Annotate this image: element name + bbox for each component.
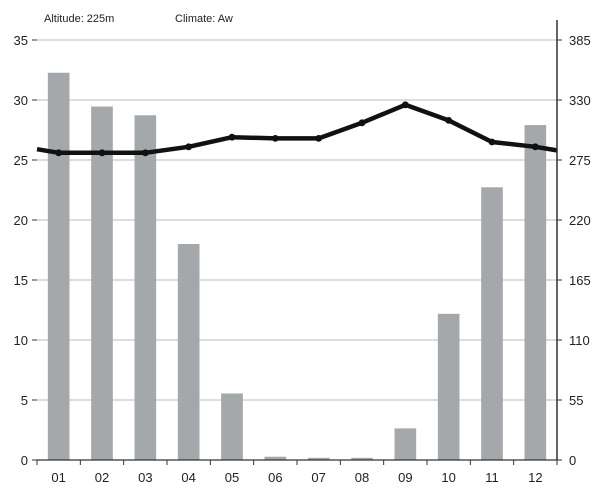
left-tick-label: 20 (14, 213, 28, 228)
temp-point-05 (228, 133, 236, 141)
temp-point-09 (401, 101, 409, 109)
precip-bar-02 (91, 106, 113, 460)
left-tick-label: 35 (14, 33, 28, 48)
x-tick-label: 09 (398, 470, 412, 485)
precip-bar-08 (351, 457, 373, 460)
temp-point-08 (358, 119, 366, 127)
x-tick-label: 03 (138, 470, 152, 485)
x-tick-label: 02 (95, 470, 109, 485)
right-tick-label: 275 (569, 153, 591, 168)
precip-bar-06 (264, 456, 287, 460)
precipitation-bars (47, 72, 547, 461)
x-tick-label: 04 (181, 470, 195, 485)
precip-bar-05 (221, 393, 243, 460)
precip-bar-11 (481, 187, 503, 461)
right-tick-label: 55 (569, 393, 583, 408)
temp-point-02 (98, 149, 106, 157)
temp-point-10 (445, 117, 453, 124)
right-axis-ticks: 0 55 110 165 220 275 330 385 (557, 33, 591, 468)
temp-point-04 (185, 143, 193, 151)
x-tick-label: 07 (311, 470, 325, 485)
x-tick-label: 06 (268, 470, 282, 485)
temp-point-11 (488, 138, 496, 146)
precip-bar-01 (47, 72, 70, 461)
left-tick-label: 0 (21, 453, 28, 468)
x-tick-label: 12 (528, 470, 542, 485)
temp-point-12 (531, 143, 539, 151)
left-tick-label: 10 (14, 333, 28, 348)
altitude-label: Altitude: 225m (44, 13, 114, 25)
left-tick-label: 5 (21, 393, 28, 408)
left-tick-label: 25 (14, 153, 28, 168)
precip-bar-10 (437, 313, 460, 460)
x-tick-label: 05 (225, 470, 239, 485)
precip-bar-12 (524, 125, 547, 460)
precip-bar-04 (177, 244, 200, 460)
left-tick-label: 15 (14, 273, 28, 288)
x-tick-label: 10 (441, 470, 455, 485)
right-tick-label: 385 (569, 33, 591, 48)
gridlines (37, 39, 557, 401)
right-tick-label: 0 (569, 453, 576, 468)
precip-bar-09 (394, 428, 417, 460)
left-tick-label: 30 (14, 93, 28, 108)
right-tick-label: 220 (569, 213, 591, 228)
right-tick-label: 110 (569, 333, 590, 348)
axes (37, 20, 558, 461)
temp-point-03 (141, 149, 149, 157)
right-tick-label: 165 (569, 273, 591, 288)
x-tick-label: 11 (485, 470, 499, 485)
temp-point-06 (271, 135, 279, 142)
precip-bar-03 (134, 115, 157, 460)
temperature-series-line (36, 102, 558, 156)
climate-label: Climate: Aw (175, 13, 233, 25)
x-axis-ticks: 01 02 03 04 05 06 07 08 09 10 11 12 (36, 460, 558, 485)
temp-point-01 (55, 149, 63, 157)
right-tick-label: 330 (569, 93, 591, 108)
x-tick-label: 08 (355, 470, 369, 485)
temperature-line (36, 101, 558, 157)
precip-bar-07 (307, 457, 330, 460)
left-axis-ticks: 0 5 10 15 20 25 30 35 (14, 33, 37, 468)
x-tick-label: 01 (51, 470, 65, 485)
temp-point-07 (315, 135, 323, 142)
